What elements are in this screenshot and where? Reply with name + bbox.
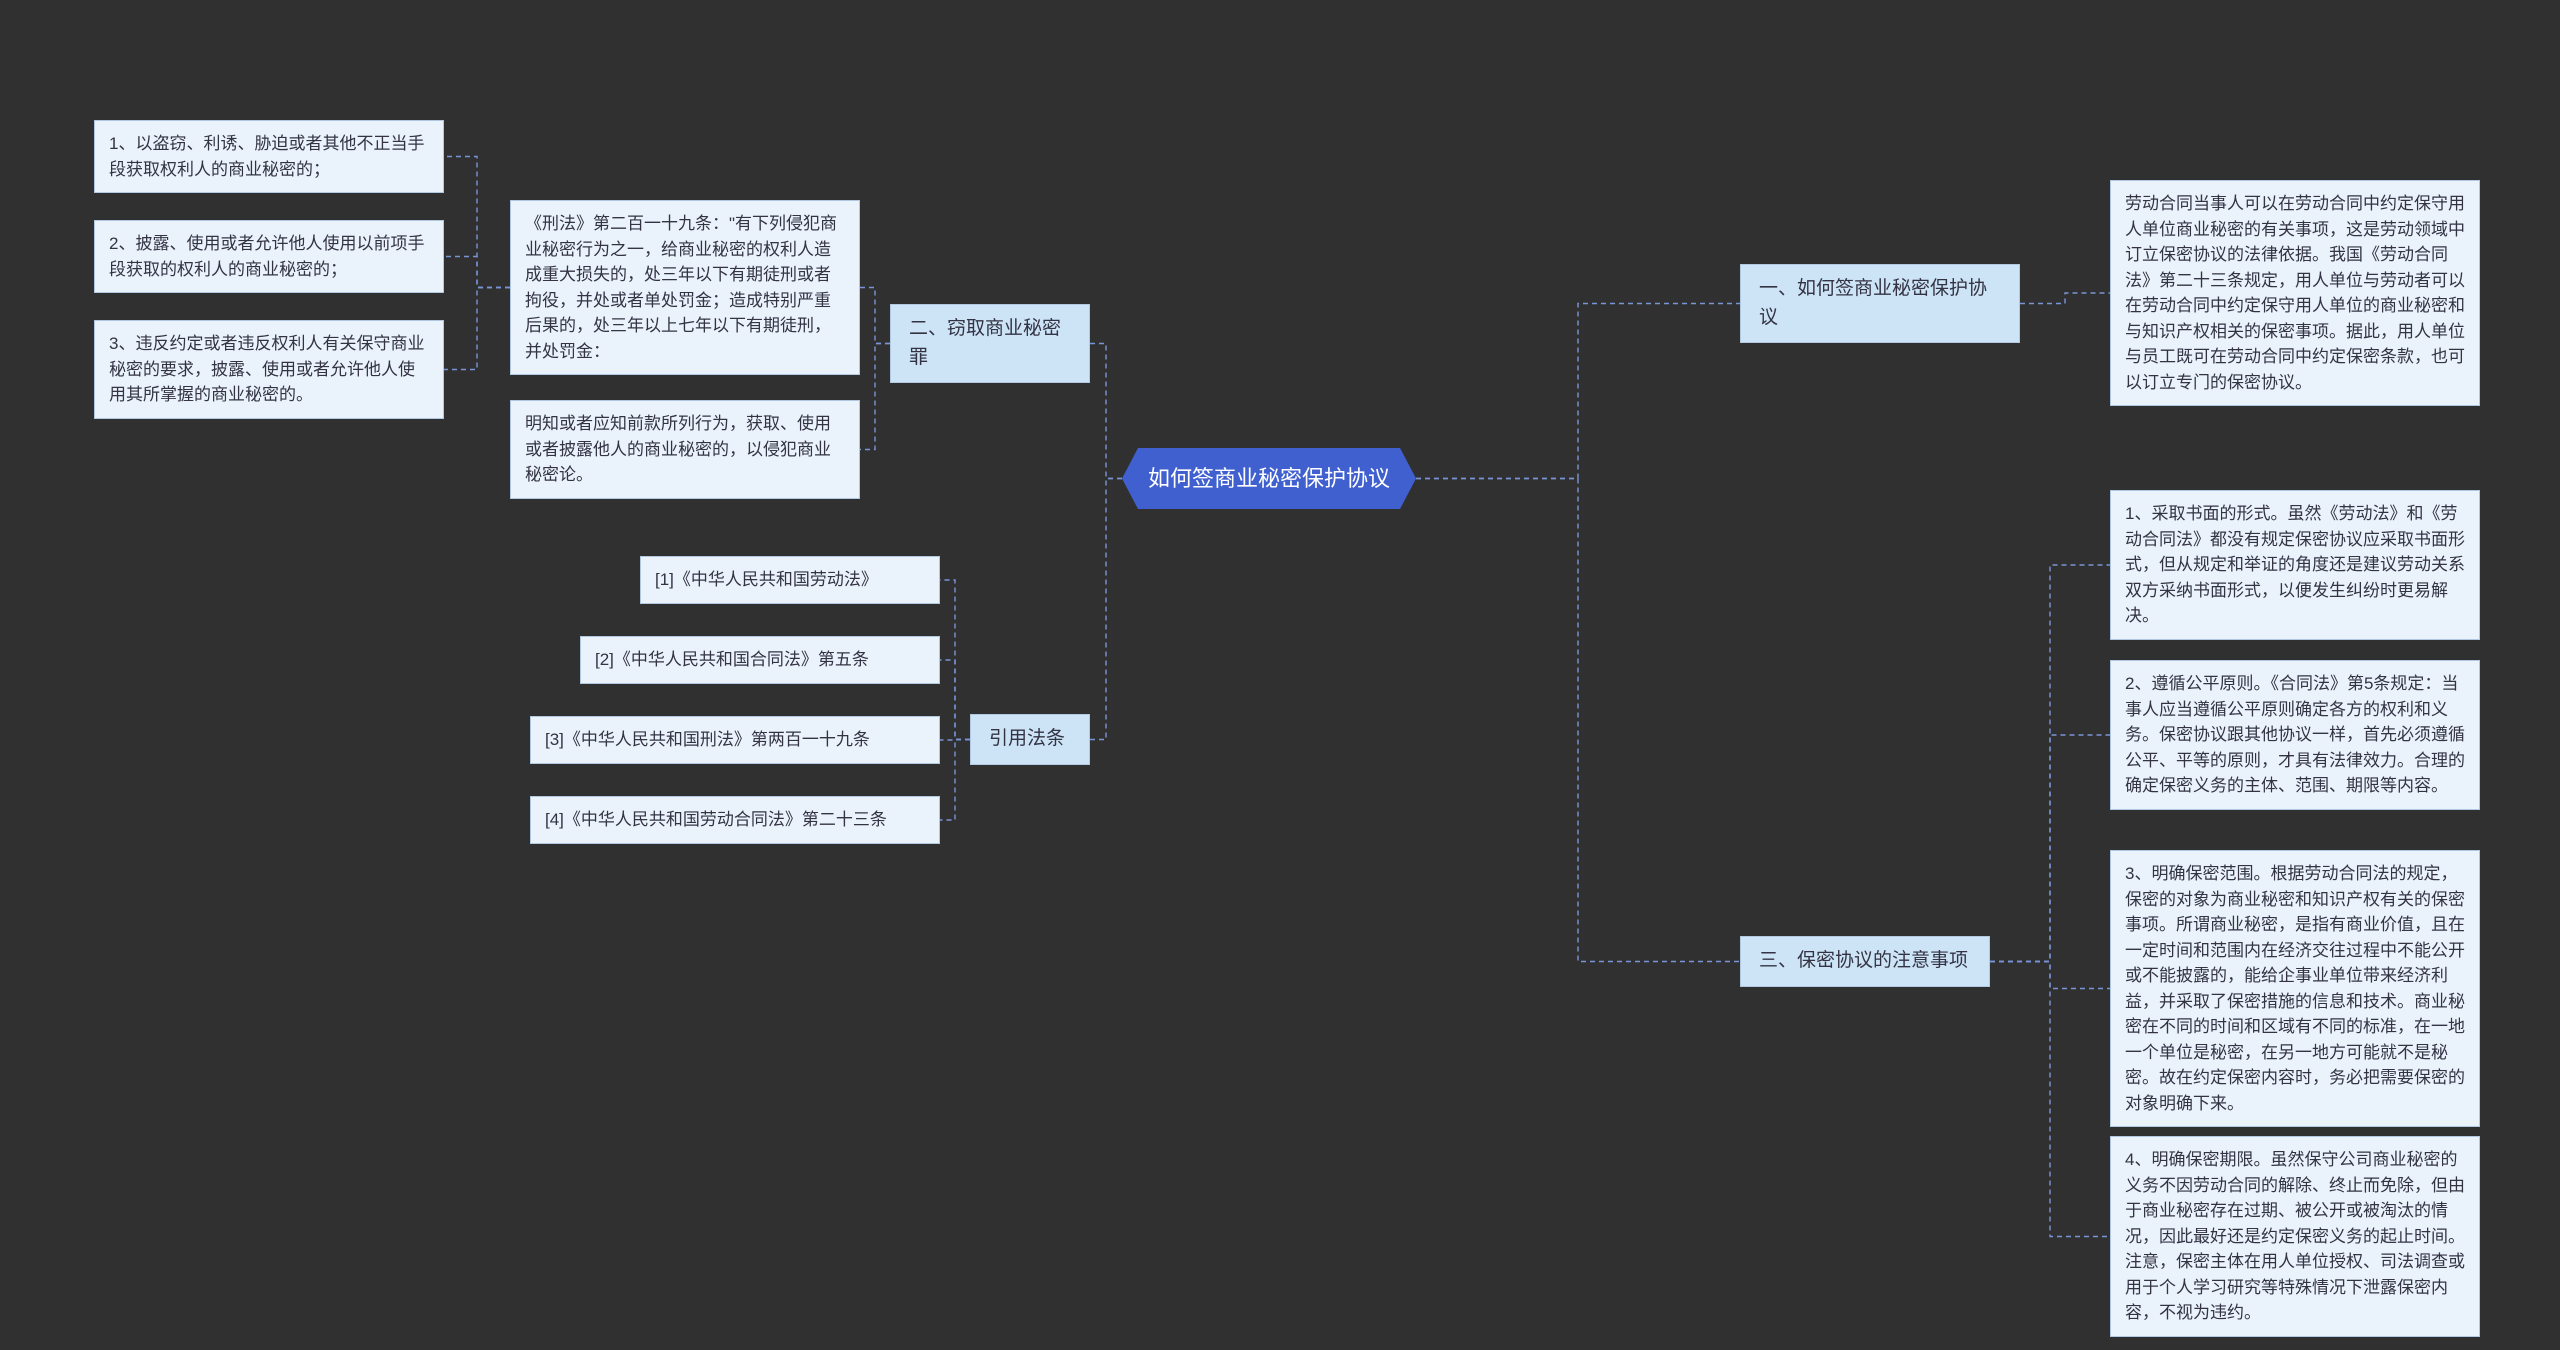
leaf-l2-2: 明知或者应知前款所列行为，获取、使用或者披露他人的商业秘密的，以侵犯商业秘密论。 (510, 400, 860, 499)
leaf-r3-3: 3、明确保密范围。根据劳动合同法的规定，保密的对象为商业秘密和知识产权有关的保密… (2110, 850, 2480, 1127)
leaf-r3-4: 4、明确保密期限。虽然保守公司商业秘密的义务不因劳动合同的解除、终止而免除，但由… (2110, 1136, 2480, 1337)
branch-l3[interactable]: 引用法条 (970, 714, 1090, 765)
leaf-l2-1-2: 2、披露、使用或者允许他人使用以前项手段获取的权利人的商业秘密的； (94, 220, 444, 293)
leaf-l3-2: [2]《中华人民共和国合同法》第五条 (580, 636, 940, 684)
leaf-l2-1-3: 3、违反约定或者违反权利人有关保守商业秘密的要求，披露、使用或者允许他人使用其所… (94, 320, 444, 419)
leaf-r1-1: 劳动合同当事人可以在劳动合同中约定保守用人单位商业秘密的有关事项，这是劳动领域中… (2110, 180, 2480, 406)
branch-l2[interactable]: 二、窃取商业秘密罪 (890, 304, 1090, 383)
leaf-l3-3: [3]《中华人民共和国刑法》第两百一十九条 (530, 716, 940, 764)
leaf-l3-4: [4]《中华人民共和国劳动合同法》第二十三条 (530, 796, 940, 844)
mindmap-canvas: 如何签商业秘密保护协议 一、如何签商业秘密保护协议 劳动合同当事人可以在劳动合同… (0, 0, 2560, 1350)
root-node[interactable]: 如何签商业秘密保护协议 (1122, 448, 1416, 509)
leaf-r3-1: 1、采取书面的形式。虽然《劳动法》和《劳动合同法》都没有规定保密协议应采取书面形… (2110, 490, 2480, 640)
leaf-l2-1-1: 1、以盗窃、利诱、胁迫或者其他不正当手段获取权利人的商业秘密的； (94, 120, 444, 193)
leaf-l3-1: [1]《中华人民共和国劳动法》 (640, 556, 940, 604)
branch-r3[interactable]: 三、保密协议的注意事项 (1740, 936, 1990, 987)
branch-r1[interactable]: 一、如何签商业秘密保护协议 (1740, 264, 2020, 343)
leaf-l2-1: 《刑法》第二百一十九条："有下列侵犯商业秘密行为之一，给商业秘密的权利人造成重大… (510, 200, 860, 375)
leaf-r3-2: 2、遵循公平原则。《合同法》第5条规定：当事人应当遵循公平原则确定各方的权利和义… (2110, 660, 2480, 810)
